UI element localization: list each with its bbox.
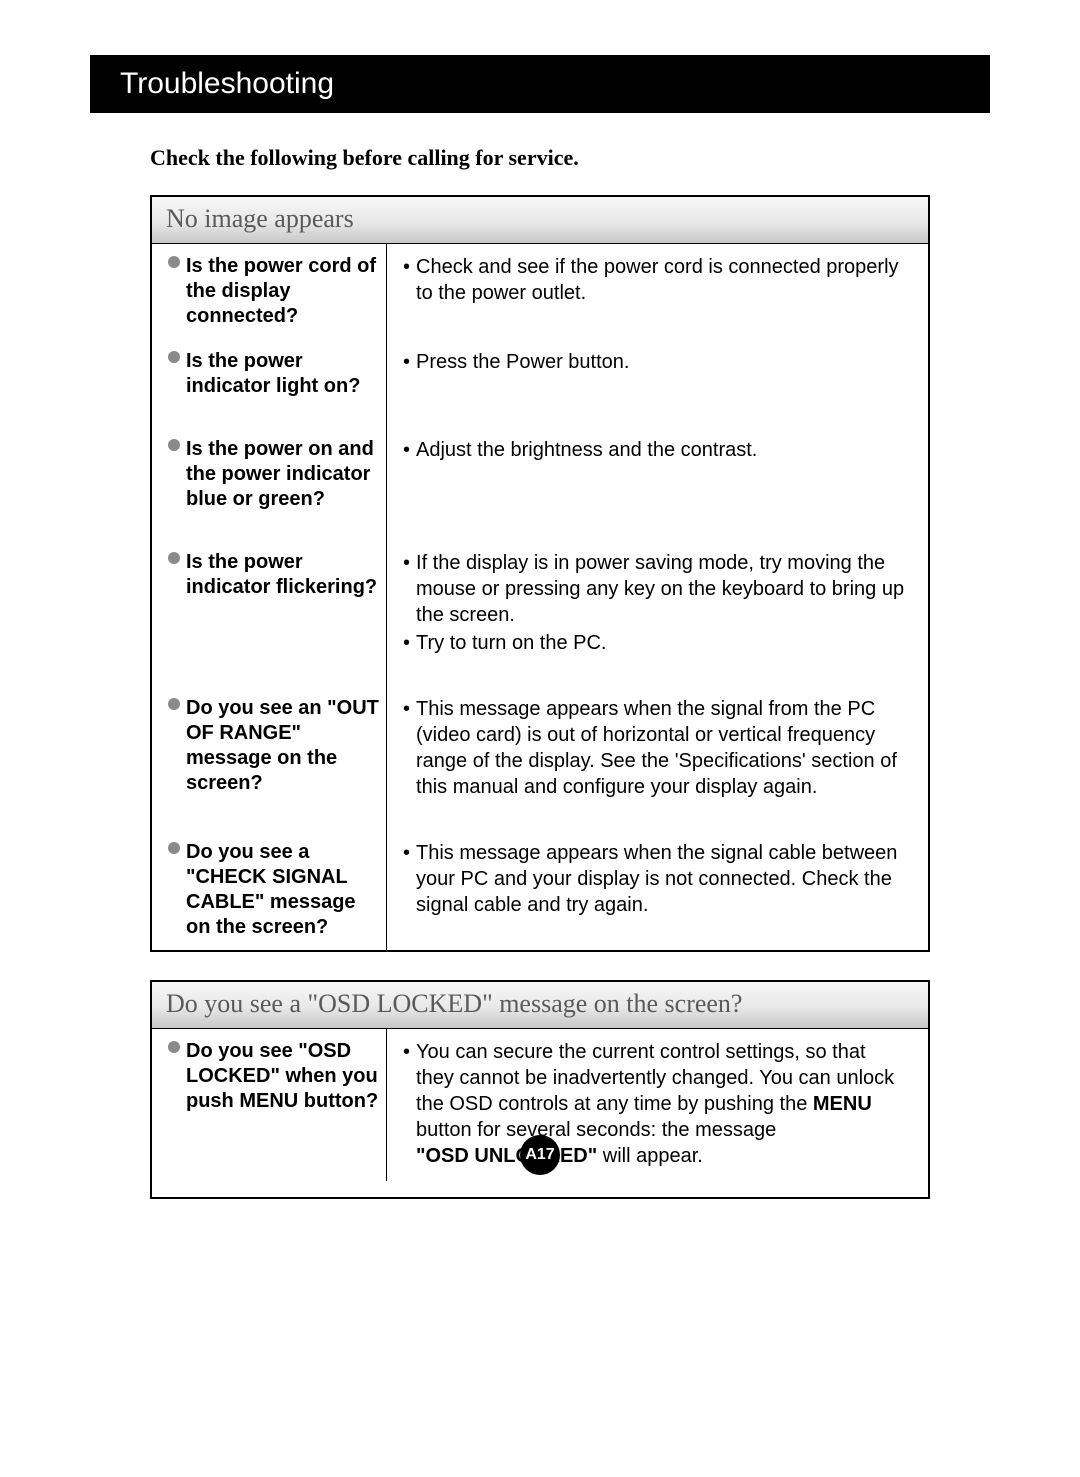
bullet-dot-icon	[168, 1041, 180, 1053]
bullet-char: •	[403, 349, 410, 375]
answer-text: Check and see if the power cord is conne…	[416, 254, 908, 306]
page-number-badge: A17	[520, 1135, 560, 1175]
question-text: Do you see a "CHECK SIGNAL CABLE" messag…	[186, 840, 380, 940]
question-cell: Do you see "OSD LOCKED" when you push ME…	[152, 1029, 387, 1181]
answer-cell: •This message appears when the signal ca…	[387, 830, 928, 950]
subtitle: Check the following before calling for s…	[150, 145, 990, 171]
answer-text: You can secure the current control setti…	[416, 1039, 908, 1169]
bullet-char: •	[403, 1039, 410, 1169]
question-text: Is the power on and the power indicator …	[186, 437, 380, 512]
bullet-dot-icon	[168, 698, 180, 710]
table-row: Is the power indicator flickering? •If t…	[152, 540, 928, 686]
answer-text: If the display is in power saving mode, …	[416, 550, 908, 628]
table-row: Is the power indicator light on? •Press …	[152, 339, 928, 427]
answer-text: Try to turn on the PC.	[416, 630, 606, 656]
question-cell: Is the power cord of the display connect…	[152, 244, 387, 339]
answer-text: Adjust the brightness and the contrast.	[416, 437, 757, 463]
question-text: Is the power cord of the display connect…	[186, 254, 380, 329]
section-header: Do you see a "OSD LOCKED" message on the…	[152, 982, 928, 1029]
answer-cell: •Adjust the brightness and the contrast.	[387, 427, 928, 540]
question-cell: Do you see a "CHECK SIGNAL CABLE" messag…	[152, 830, 387, 950]
answer-cell: •If the display is in power saving mode,…	[387, 540, 928, 686]
question-cell: Is the power on and the power indicator …	[152, 427, 387, 540]
bullet-dot-icon	[168, 439, 180, 451]
answer-cell: • You can secure the current control set…	[387, 1029, 928, 1181]
question-text: Do you see "OSD LOCKED" when you push ME…	[186, 1039, 380, 1114]
section-no-image: No image appears Is the power cord of th…	[150, 195, 930, 952]
table-row: Is the power cord of the display connect…	[152, 244, 928, 339]
answer-text: Press the Power button.	[416, 349, 629, 375]
question-text: Is the power indicator light on?	[186, 349, 380, 399]
bullet-char: •	[403, 630, 410, 656]
question-cell: Is the power indicator flickering?	[152, 540, 387, 686]
question-cell: Is the power indicator light on?	[152, 339, 387, 427]
bullet-dot-icon	[168, 552, 180, 564]
bullet-char: •	[403, 696, 410, 800]
question-text: Do you see an "OUT OF RANGE" message on …	[186, 696, 380, 796]
answer-text: This message appears when the signal cab…	[416, 840, 908, 918]
bullet-char: •	[403, 550, 410, 628]
answer-text: This message appears when the signal fro…	[416, 696, 908, 800]
table-row: Is the power on and the power indicator …	[152, 427, 928, 540]
section-header: No image appears	[152, 197, 928, 244]
bullet-char: •	[403, 254, 410, 306]
table-row: Do you see a "CHECK SIGNAL CABLE" messag…	[152, 830, 928, 950]
section-body: Is the power cord of the display connect…	[152, 244, 928, 950]
question-cell: Do you see an "OUT OF RANGE" message on …	[152, 686, 387, 830]
table-row: Do you see an "OUT OF RANGE" message on …	[152, 686, 928, 830]
bullet-dot-icon	[168, 256, 180, 268]
page: Troubleshooting Check the following befo…	[0, 0, 1080, 1199]
bullet-dot-icon	[168, 842, 180, 854]
bullet-char: •	[403, 840, 410, 918]
title-bar: Troubleshooting	[90, 55, 990, 113]
question-text: Is the power indicator flickering?	[186, 550, 380, 600]
bullet-char: •	[403, 437, 410, 463]
answer-cell: •This message appears when the signal fr…	[387, 686, 928, 830]
bullet-dot-icon	[168, 351, 180, 363]
answer-cell: •Press the Power button.	[387, 339, 928, 427]
answer-cell: •Check and see if the power cord is conn…	[387, 244, 928, 339]
